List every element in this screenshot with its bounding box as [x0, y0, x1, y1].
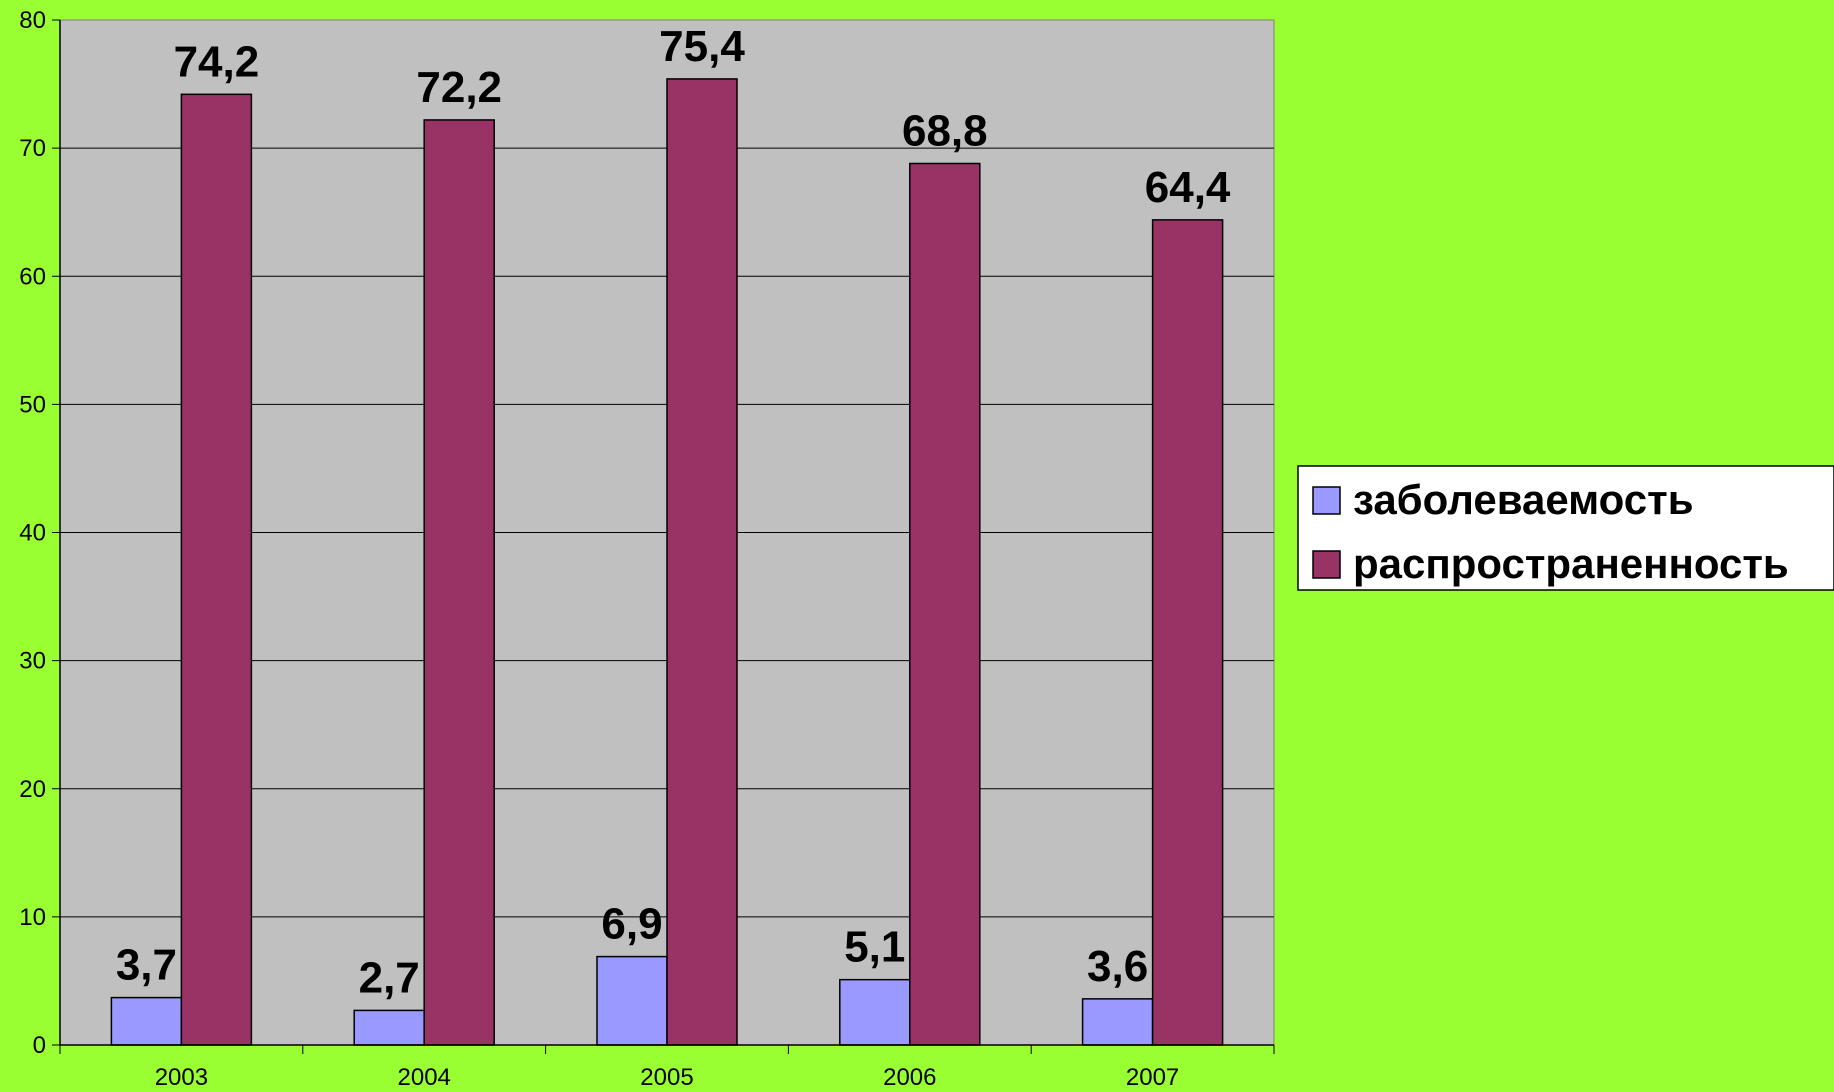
y-tick-label: 50: [19, 391, 46, 418]
legend-swatch-1: [1312, 550, 1341, 579]
data-label: 75,4: [659, 22, 745, 71]
x-tick-label: 2004: [398, 1064, 451, 1091]
data-label: 68,8: [902, 107, 988, 156]
bar-prevalence-2007: [1151, 219, 1224, 1046]
data-label: 2,7: [359, 953, 420, 1002]
y-tick-label: 70: [19, 135, 46, 162]
x-tick-label: 2003: [155, 1064, 208, 1091]
legend: заболеваемость распространенность: [1297, 465, 1834, 591]
y-tick-label: 30: [19, 648, 46, 675]
y-tick-label: 60: [19, 263, 46, 290]
data-label: 3,6: [1087, 942, 1148, 991]
x-tick-labels: 2003 2004 2005 2006 2007: [155, 1064, 1180, 1091]
legend-box: [1297, 465, 1834, 591]
bars: [110, 78, 1224, 1046]
bar-prevalence-2003: [180, 93, 253, 1046]
bar-prevalence-2005: [666, 78, 738, 1046]
bar-incidence-2004: [353, 1009, 425, 1046]
bar-incidence-2003: [110, 996, 183, 1046]
legend-label-0: заболеваемость: [1353, 476, 1694, 523]
data-label: 6,9: [601, 900, 662, 949]
x-tick-label: 2005: [640, 1064, 693, 1091]
data-label: 3,7: [116, 941, 177, 990]
data-label: 72,2: [416, 63, 502, 112]
axes: [52, 19, 1275, 1054]
y-tick-label: 20: [19, 776, 46, 803]
y-tick-labels: 0 10 20 30 40 50 60 70 80: [19, 7, 46, 1059]
bar-incidence-2006: [839, 978, 911, 1046]
bar-prevalence-2006: [909, 162, 981, 1046]
bar-incidence-2007: [1081, 998, 1154, 1046]
data-label: 5,1: [844, 923, 905, 972]
x-tick-label: 2006: [883, 1064, 936, 1091]
y-tick-label: 80: [19, 7, 46, 34]
data-label: 64,4: [1145, 163, 1231, 212]
data-labels: 3,7 74,2 2,7 72,2 6,9 75,4 5,1 68,8 3,6 64,4: [116, 22, 1231, 1002]
y-tick-label: 40: [19, 520, 46, 547]
y-tick-label: 10: [19, 904, 46, 931]
data-label: 74,2: [174, 37, 260, 86]
x-tick-label: 2007: [1126, 1064, 1179, 1091]
legend-swatch-0: [1312, 486, 1341, 515]
legend-label-1: распространенность: [1353, 540, 1789, 587]
y-tick-label: 0: [33, 1032, 46, 1059]
bar-prevalence-2004: [423, 119, 495, 1046]
bar-incidence-2005: [596, 955, 668, 1046]
